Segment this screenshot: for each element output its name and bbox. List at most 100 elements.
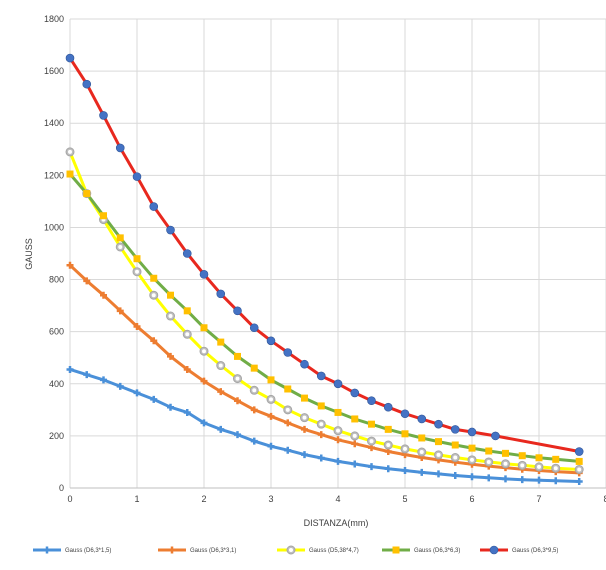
x-tick-label: 2 [201,494,206,504]
data-point-center [436,452,441,457]
data-point [83,277,91,285]
x-tick-label: 3 [268,494,273,504]
data-point [100,376,107,384]
legend-label: Gauss (D6,3*3,1) [190,548,236,554]
data-point [384,465,392,473]
data-point [43,546,51,554]
data-point-center [151,293,156,298]
data-point [485,447,493,455]
data-point [368,420,375,428]
data-point [485,474,493,482]
data-point [200,324,208,332]
data-point [168,546,176,554]
data-point [502,449,509,457]
data-point [250,364,258,372]
data-point [234,431,241,439]
data-point [167,291,174,299]
data-point [575,457,583,465]
series-line [68,264,580,475]
data-point [234,397,241,405]
x-axis-title: DISTANZA(mm) [304,518,369,528]
data-point-center [403,446,407,451]
legend: Gauss (D6,3*1,5) Gauss (D6,3*3,1) Gauss (D… [33,545,558,555]
data-point-center [168,314,173,319]
data-point [183,408,191,416]
data-point [401,467,409,475]
x-axis-ticks: 0 1 2 3 4 5 6 7 8 [67,494,606,504]
data-point [468,473,476,481]
data-point [267,376,275,384]
data-point [283,348,293,357]
data-point [82,79,92,89]
x-tick-label: 7 [536,494,541,504]
series-markers-group [66,365,583,485]
data-point [334,408,342,416]
data-point [249,323,259,333]
data-point [132,172,142,181]
data-point [367,396,376,406]
data-point [250,406,258,414]
series-lines [68,57,580,483]
x-tick-label: 1 [134,494,139,504]
data-point-center [369,439,374,444]
data-point [350,388,360,398]
data-point [217,388,225,396]
data-point [450,425,460,434]
data-point-center [553,466,558,471]
y-tick-label: 600 [49,327,64,337]
data-point [467,427,477,437]
data-point [535,476,543,484]
data-point [351,460,359,468]
data-point-center [235,376,240,381]
y-axis-title: GAUSS [24,238,34,270]
data-point [317,454,325,462]
data-point [334,436,342,444]
series-markers [65,53,584,485]
data-point [99,111,108,120]
data-point [284,419,292,427]
y-tick-label: 1600 [44,66,64,76]
data-point [317,402,325,410]
data-point [435,438,442,446]
data-point-center [537,464,541,469]
data-point [384,425,392,433]
data-point [250,437,258,445]
data-point [552,455,560,463]
data-point [183,307,191,315]
legend-label: Gauss (D6,3*6,3) [414,548,460,554]
data-point-center [336,428,340,433]
data-point [535,454,543,462]
y-tick-label: 400 [49,379,64,389]
data-point [351,440,359,448]
data-point-center [419,450,424,455]
data-point [66,170,74,178]
data-point [502,475,509,483]
legend-label: Gauss (D5,38*4,7) [309,548,359,554]
data-point [401,430,409,438]
x-tick-label: 6 [469,494,474,504]
data-point [217,425,225,433]
data-point [518,476,526,484]
data-point-center [386,443,391,448]
data-point [518,452,526,460]
data-point [468,444,476,452]
y-tick-label: 1400 [44,118,64,128]
data-point [334,457,342,465]
data-point [317,431,325,439]
data-point [284,446,292,454]
y-tick-label: 1200 [44,170,64,180]
series-line [68,57,580,453]
data-point [199,270,209,279]
legend-label: Gauss (D6,3*9,5) [512,548,558,554]
data-point [392,546,400,554]
data-point [574,447,584,456]
x-tick-label: 4 [335,494,340,504]
grid [69,18,606,489]
data-point [266,336,276,346]
data-point [301,425,308,433]
data-point [368,463,375,471]
data-point [200,377,208,385]
series-markers-group [65,147,584,475]
y-tick-label: 800 [49,275,64,285]
